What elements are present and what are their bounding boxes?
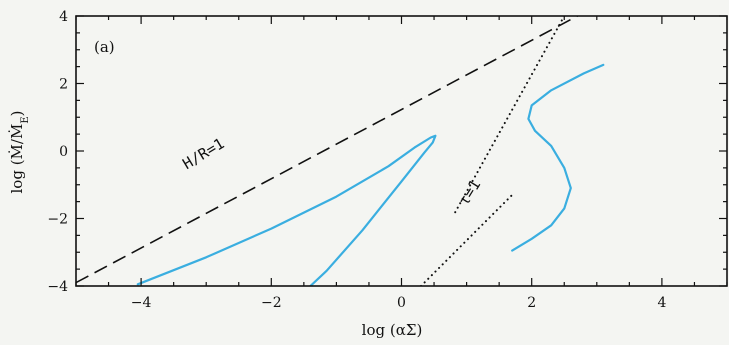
x-tick-label: 0 (397, 295, 406, 311)
x-tick-label: −4 (131, 295, 152, 311)
x-tick-label: −2 (261, 295, 282, 311)
curve-right (511, 63, 605, 252)
x-tick-label: 4 (657, 295, 666, 311)
y-axis-title: log (Ṁ/ṀE) (8, 111, 31, 194)
y-tick-label: −4 (47, 279, 68, 295)
panel-label: (a) (94, 38, 115, 56)
y-tick-label: 4 (59, 9, 68, 25)
curve-left (136, 134, 437, 286)
y-tick-label: 0 (59, 144, 68, 160)
x-tick-label: 2 (527, 295, 536, 311)
y-tick-label: 2 (59, 77, 68, 93)
x-axis-title: log (αΣ) (362, 321, 423, 339)
dotted-line-tau-lower (420, 193, 514, 286)
y-tick-label: −2 (47, 212, 68, 228)
dashed-line-h-r-1 (76, 16, 580, 284)
